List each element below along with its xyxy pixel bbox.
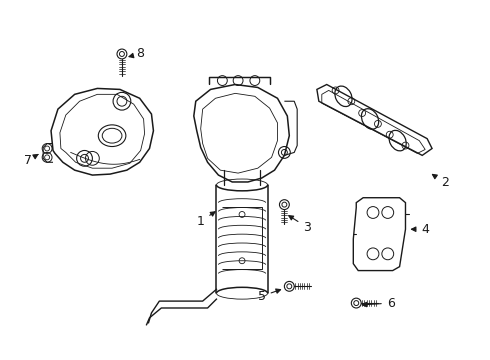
Text: 6: 6	[362, 297, 394, 310]
Text: 4: 4	[412, 223, 429, 236]
Text: 7: 7	[24, 154, 38, 167]
Text: 8: 8	[129, 48, 144, 60]
Text: 3: 3	[289, 216, 311, 234]
Text: 5: 5	[258, 289, 281, 303]
Text: 1: 1	[197, 212, 215, 228]
Text: 2: 2	[433, 174, 449, 189]
